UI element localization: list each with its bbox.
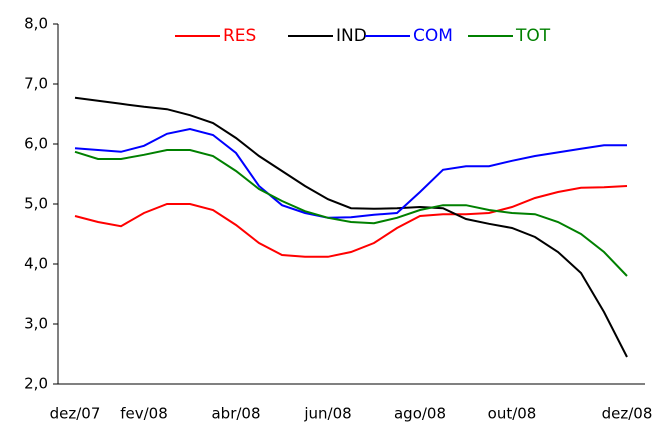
series-line [74, 96, 628, 358]
y-tick-label: 7,0 [24, 75, 48, 93]
series-line [74, 149, 628, 277]
x-tick-label: ago/08 [394, 405, 446, 423]
x-tick-label: abr/08 [211, 405, 260, 423]
series-line [74, 127, 627, 219]
y-tick-label: 2,0 [24, 375, 48, 393]
x-tick-label: jun/08 [303, 405, 351, 423]
legend-label: TOT [515, 26, 551, 46]
legend-label: COM [413, 26, 453, 46]
x-tick-label: out/08 [488, 405, 537, 423]
x-tick-label: dez/08 [602, 405, 653, 423]
y-tick-label: 3,0 [24, 315, 48, 333]
y-tick-label: 5,0 [24, 195, 48, 213]
y-tick-label: 4,0 [24, 255, 48, 273]
x-tick-label: fev/08 [120, 405, 168, 423]
series-line [74, 185, 628, 258]
legend-label: RES [223, 26, 256, 46]
x-tick-label: dez/07 [50, 405, 101, 423]
y-tick-label: 8,0 [24, 15, 48, 33]
legend-label: IND [336, 26, 367, 46]
y-tick-label: 6,0 [24, 135, 48, 153]
